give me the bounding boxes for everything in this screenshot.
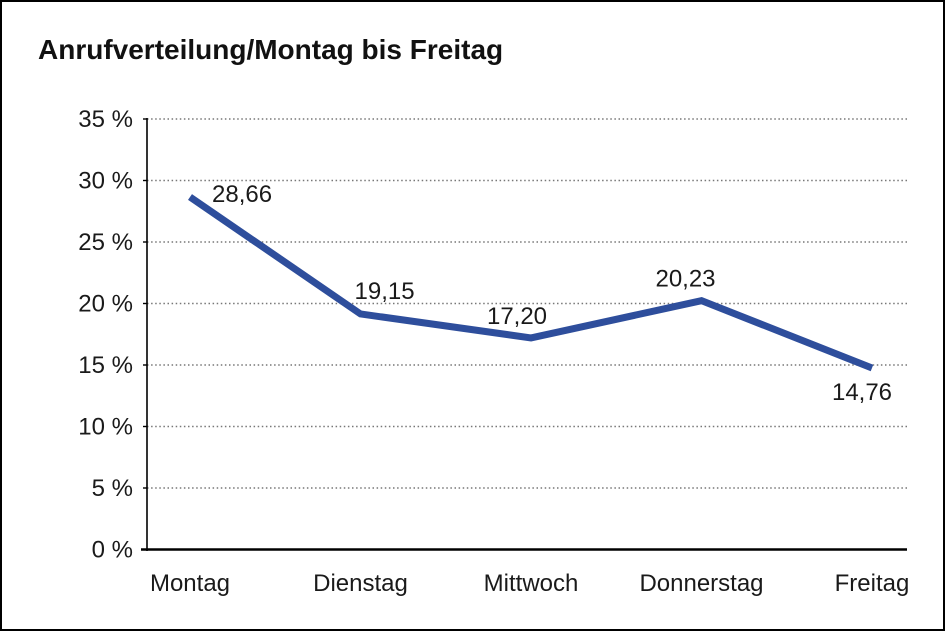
data-point-label: 28,66 [212,181,272,208]
y-tick-label: 0 % [92,537,133,564]
y-tick-label: 35 % [78,106,133,133]
x-category-label: Mittwoch [484,570,579,597]
x-category-label: Donnerstag [639,570,763,597]
y-tick-label: 5 % [92,475,133,502]
x-category-label: Freitag [835,570,910,597]
x-category-label: Montag [150,570,230,597]
data-point-label: 20,23 [655,266,715,293]
chart-title: Anrufverteilung/Montag bis Freitag [38,34,504,65]
y-tick-label: 30 % [78,168,133,195]
y-tick-label: 25 % [78,229,133,256]
y-tick-label: 20 % [78,291,133,318]
data-line [188,194,874,372]
y-tick-label: 10 % [78,414,133,441]
data-point-label: 19,15 [355,278,415,305]
x-category-label: Dienstag [313,570,408,597]
data-point-label: 17,20 [487,303,547,330]
data-point-label: 14,76 [832,379,892,406]
y-tick-label: 15 % [78,352,133,379]
